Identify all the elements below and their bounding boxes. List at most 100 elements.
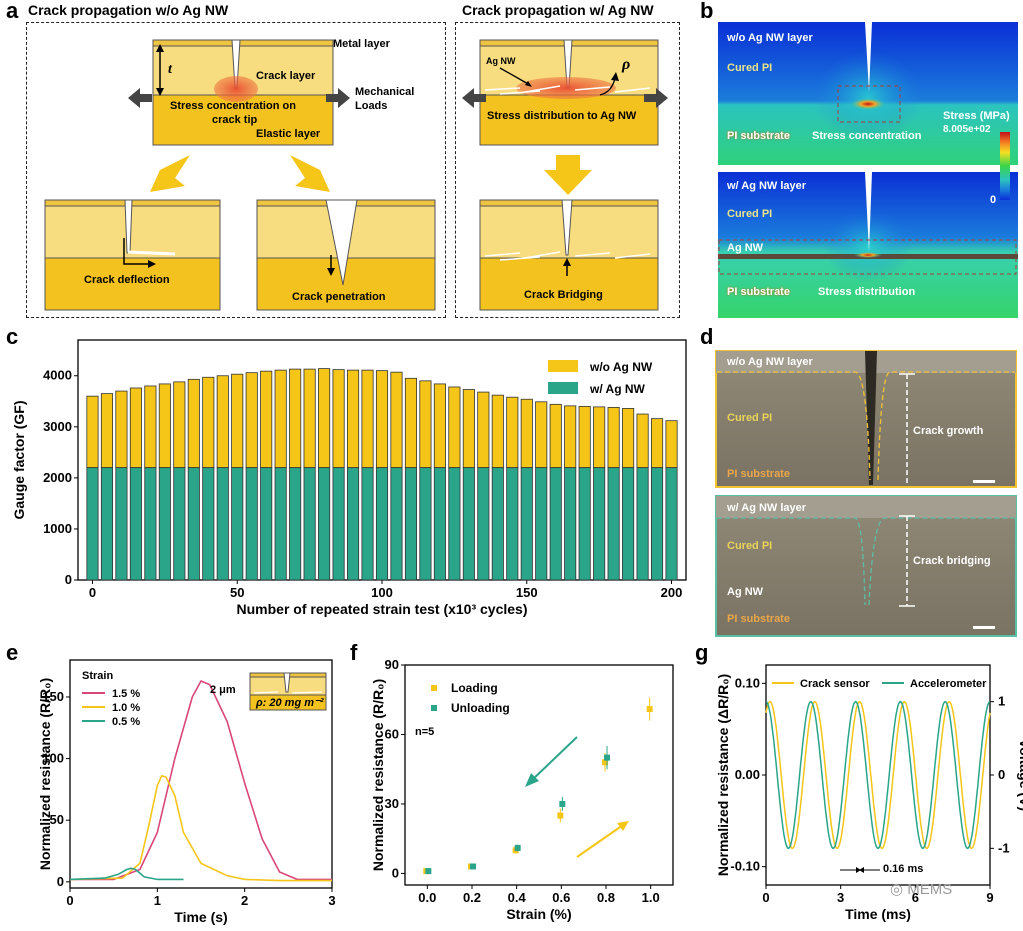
unloading-arrow	[530, 736, 578, 782]
bar-wo-ag-nw	[404, 377, 417, 469]
data-point	[470, 863, 476, 870]
load-arrow-right-2	[644, 88, 668, 108]
legend-label: 1.5 %	[112, 688, 140, 700]
series-line	[70, 680, 332, 881]
b-stress-conc-label: Stress concentration	[812, 130, 922, 142]
y-right-axis-label: Voltage (V)	[1017, 739, 1023, 811]
legend-label: w/ Ag NW	[589, 382, 646, 396]
legend-label: w/o Ag NW	[589, 360, 653, 374]
y-right-tick-label: 1	[998, 694, 1005, 709]
arrow-down-center	[544, 155, 592, 195]
y-tick-label: -0.10	[730, 859, 760, 874]
bar-w-ag-nw	[158, 467, 171, 581]
bar-wo-ag-nw	[332, 369, 345, 469]
series-line	[765, 700, 991, 850]
bar-w-ag-nw	[173, 467, 186, 581]
bar-w-ag-nw	[404, 467, 417, 581]
period-arrowhead-left	[856, 867, 861, 873]
panel-f-label: f	[350, 640, 358, 665]
panel-a-label: a	[6, 0, 19, 23]
x-axis-label: Number of repeated strain test (x10³ cyc…	[237, 601, 528, 617]
load-arrow-left	[128, 88, 152, 108]
chart-e: 0 1 2 3 0 50 100 150 Time (s) Normalized resistan…	[37, 659, 336, 925]
bar-w-ag-nw	[289, 467, 302, 581]
legend-title: Strain	[82, 670, 113, 682]
bar-w-ag-nw	[665, 467, 678, 581]
bar-w-ag-nw	[477, 467, 490, 581]
ag-nw-label-a: Ag NW	[486, 56, 516, 66]
data-point	[559, 800, 566, 807]
b-stress-max-label: 8.005e+02	[943, 124, 991, 135]
x-tick-label: 150	[516, 585, 538, 600]
watermark-text: MEMS	[907, 881, 953, 898]
bar-wo-ag-nw	[535, 401, 548, 469]
legend-label: Crack sensor	[800, 678, 870, 690]
bar-wo-ag-nw	[607, 407, 620, 469]
stack-top-left	[152, 39, 334, 146]
bar-wo-ag-nw	[665, 420, 678, 469]
stack-deflection	[44, 199, 221, 311]
x-axis-label: Time (ms)	[845, 906, 911, 922]
bar-w-ag-nw	[347, 467, 360, 581]
bar-w-ag-nw	[607, 467, 620, 581]
arrow-down-right	[290, 155, 330, 192]
x-tick-label: 0.6	[552, 890, 570, 905]
panel-b-fem	[718, 22, 1018, 318]
y-tick-label: 0	[65, 572, 72, 587]
mech-loads-label-2: Loads	[355, 100, 388, 112]
bar-w-ag-nw	[115, 467, 128, 581]
d-pi-substrate-label: PI substrate	[727, 468, 790, 480]
y-tick-label: 50	[50, 812, 64, 827]
bar-w-ag-nw	[144, 467, 157, 581]
y-axis-label: Normalized resistance (R/R₀)	[370, 679, 386, 871]
rho-label: ρ	[622, 56, 631, 73]
bar-wo-ag-nw	[318, 368, 331, 469]
crack-deflection-label: Crack deflection	[84, 274, 170, 286]
bar-w-ag-nw	[216, 467, 229, 581]
x-tick-label: 100	[371, 585, 393, 600]
bar-w-ag-nw	[187, 467, 200, 581]
panel-b-label: b	[700, 0, 714, 23]
panel-a-left-box	[26, 22, 446, 318]
annotation: n=5	[415, 726, 434, 738]
bar-w-ag-nw	[506, 467, 519, 581]
y-tick-label: 2000	[43, 470, 72, 485]
bar-w-ag-nw	[260, 467, 273, 581]
panel-a-schematic	[44, 39, 668, 311]
bar-w-ag-nw	[390, 467, 403, 581]
x-tick-label: 0.2	[463, 890, 481, 905]
bar-wo-ag-nw	[260, 370, 273, 469]
data-point	[602, 759, 608, 766]
panel-e-label: e	[6, 640, 19, 665]
panel-a-title-right: Crack propagation w/ Ag NW	[462, 2, 654, 18]
y-tick-label: 4000	[43, 368, 72, 383]
x-tick-label: 0	[762, 890, 769, 905]
b-stress-unit-label: Stress (MPa)	[943, 110, 1010, 122]
legend-label: Accelerometer	[910, 678, 987, 690]
data-point	[514, 844, 521, 851]
data-point	[557, 812, 564, 819]
x-tick-label: 2	[241, 893, 248, 908]
bar-w-ag-nw	[636, 467, 649, 581]
b-pi-substrate2-label: PI substrate	[727, 286, 790, 298]
b-cured-pi2-label: Cured PI	[727, 208, 773, 220]
bar-wo-ag-nw	[173, 381, 186, 469]
b-top-layer-label: w/o Ag NW layer	[727, 32, 813, 44]
bar-w-ag-nw	[361, 467, 374, 581]
crack-bridging-label-a: Crack Bridging	[524, 289, 603, 301]
x-tick-label: 0.0	[418, 890, 436, 905]
y-tick-label: 3000	[43, 419, 72, 434]
stack-bridging	[479, 199, 659, 311]
bar-w-ag-nw	[564, 467, 577, 581]
data-point	[425, 868, 432, 875]
d-top-layer-label: w/o Ag NW layer	[727, 356, 813, 368]
bar-wo-ag-nw	[158, 383, 171, 469]
y-tick-label: 90	[385, 657, 399, 672]
stack-penetration	[256, 199, 436, 311]
plot-frame	[404, 664, 674, 886]
d-pi-substrate2-label: PI substrate	[727, 613, 790, 625]
y-right-tick-label: 0	[998, 767, 1005, 782]
y-tick-label: 100	[42, 751, 64, 766]
crack-layer-label: Crack layer	[256, 70, 316, 82]
